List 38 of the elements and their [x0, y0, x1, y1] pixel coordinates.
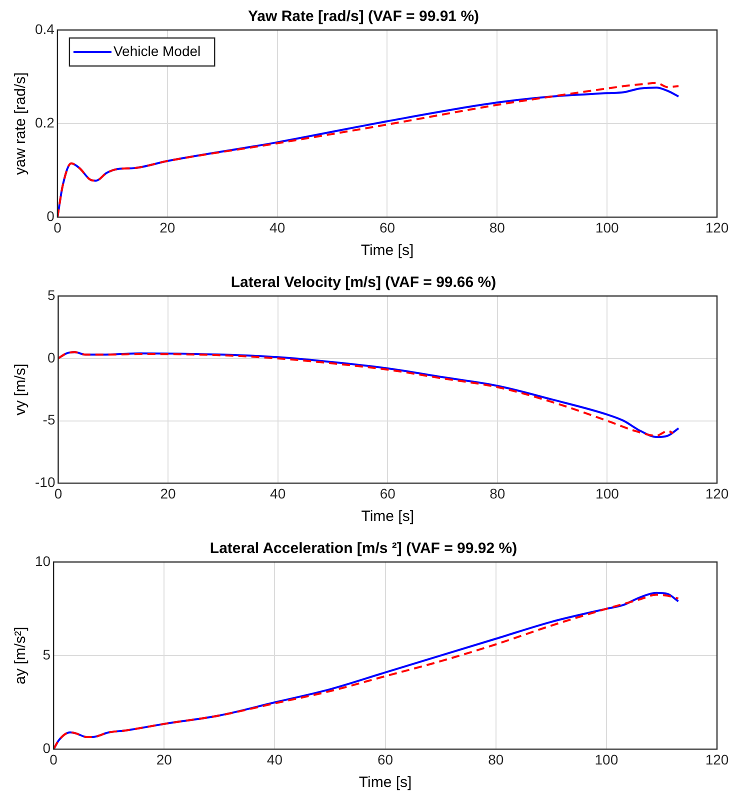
- y-axis-title: ay [m/s²]: [12, 626, 30, 684]
- x-tick-label: 40: [270, 219, 286, 236]
- x-tick-label: 60: [380, 485, 396, 502]
- y-tick-label: 5: [47, 286, 56, 303]
- x-tick-label: 20: [156, 751, 172, 768]
- y-tick-label: -5: [42, 412, 56, 428]
- legend-label: Vehicle Model: [113, 42, 201, 59]
- y-tick-label: 5: [42, 646, 51, 662]
- y-tick-label: 0: [46, 208, 55, 224]
- y-axis-title: vy [m/s]: [12, 364, 30, 416]
- y-tick-label: 0: [42, 740, 51, 756]
- x-tick-label: 80: [490, 485, 506, 502]
- x-tick-label: 100: [596, 485, 620, 502]
- chart-title: Yaw Rate [rad/s] (VAF = 99.91 %): [248, 8, 480, 26]
- x-tick-label: 60: [379, 219, 396, 236]
- x-tick-label: 40: [266, 751, 283, 768]
- y-axis-title: yaw rate [rad/s]: [12, 72, 30, 175]
- x-tick-label: 20: [160, 485, 176, 502]
- chart-title: Lateral Velocity [m/s] (VAF = 99.66 %): [230, 274, 496, 292]
- y-tick-label: -10: [35, 474, 56, 490]
- y-tick-label: 0.4: [34, 20, 55, 37]
- x-tick-label: 60: [377, 751, 394, 768]
- y-tick-label: 0: [47, 349, 56, 366]
- x-tick-label: 120: [705, 751, 729, 768]
- x-tick-label: 40: [270, 485, 286, 502]
- x-tick-label: 80: [489, 219, 506, 236]
- x-tick-label: 100: [595, 219, 619, 236]
- x-tick-label: 120: [705, 219, 729, 236]
- x-axis-title: Time [s]: [358, 774, 412, 792]
- y-tick-label: 0.2: [34, 114, 55, 130]
- x-tick-label: 20: [160, 219, 176, 236]
- y-tick-label: 10: [34, 552, 51, 569]
- x-tick-label: 80: [488, 751, 504, 768]
- x-axis-title: Time [s]: [361, 508, 414, 526]
- x-axis-title: Time [s]: [360, 242, 414, 260]
- x-tick-label: 120: [705, 485, 729, 502]
- chart-title: Lateral Acceleration [m/s ²] (VAF = 99.92 %): [210, 540, 518, 558]
- x-tick-label: 100: [594, 751, 618, 768]
